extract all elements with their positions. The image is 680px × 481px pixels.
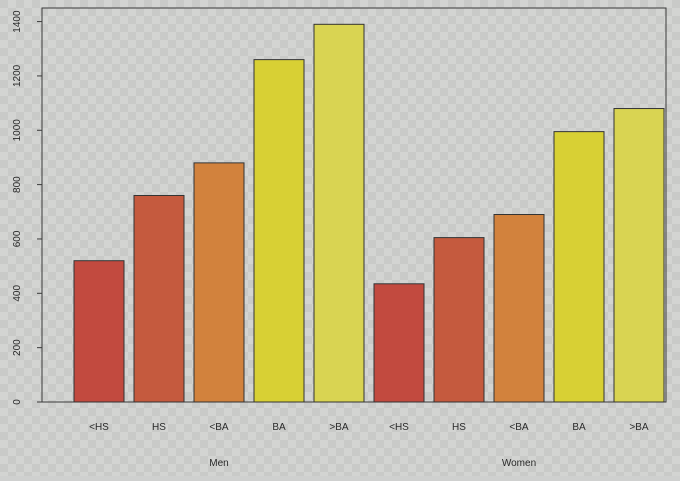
bar-women-3 [553, 131, 605, 403]
bar-men-3 [253, 59, 305, 403]
x-category-label: >BA [329, 422, 349, 433]
x-category-label: BA [572, 422, 586, 433]
y-tick-label: 200 [12, 339, 23, 356]
bar-men-2 [193, 162, 245, 403]
x-category-label: <HS [389, 422, 409, 433]
bar-women-4 [613, 108, 665, 403]
y-tick-label: 400 [12, 285, 23, 302]
x-category-label: <HS [89, 422, 109, 433]
y-tick-label: 600 [12, 230, 23, 247]
bar-men-4 [313, 23, 365, 403]
bar-women-0 [373, 283, 425, 403]
y-tick-label: 0 [12, 399, 23, 405]
x-category-label: HS [152, 422, 166, 433]
x-category-label: >BA [629, 422, 649, 433]
y-tick-label: 800 [12, 176, 23, 193]
bar-women-1 [433, 237, 485, 403]
y-tick-label: 1000 [12, 119, 23, 142]
bar-men-1 [133, 194, 185, 403]
y-tick-label: 1200 [12, 64, 23, 87]
group-label-men: Men [209, 458, 228, 469]
group-label-women: Women [502, 458, 536, 469]
x-category-label: <BA [209, 422, 229, 433]
x-category-label: HS [452, 422, 466, 433]
y-tick-label: 1400 [12, 10, 23, 33]
bar-women-2 [493, 214, 545, 403]
x-category-label: <BA [509, 422, 529, 433]
x-category-label: BA [272, 422, 286, 433]
bar-men-0 [73, 260, 125, 403]
